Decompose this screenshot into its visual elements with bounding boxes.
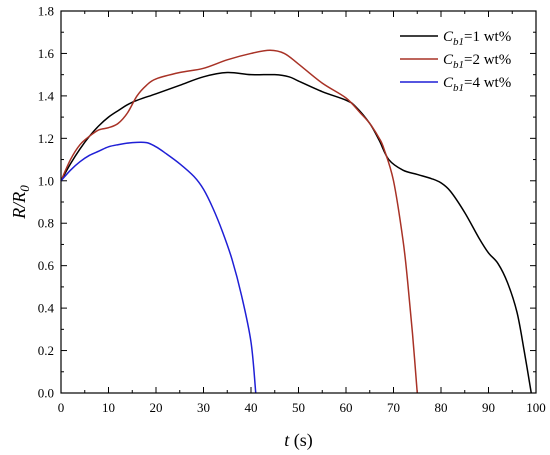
x-axis-variable: t: [284, 430, 290, 450]
x-tick-label: 10: [102, 400, 115, 415]
series-line-1: [60, 71, 532, 394]
plot-series: [60, 49, 532, 394]
x-tick-label: 100: [526, 400, 546, 415]
x-tick-label: 90: [482, 400, 495, 415]
axis-ticks: [60, 10, 537, 394]
y-tick-label: 1.2: [38, 131, 54, 146]
x-tick-label: 20: [150, 400, 163, 415]
y-tick-label: 0.2: [38, 343, 54, 358]
series-line-3: [60, 141, 257, 394]
legend-label-3: Cb1=4 wt%: [443, 75, 511, 94]
y-tick-label: 0.6: [38, 258, 55, 273]
y-tick-label: 1.8: [38, 4, 54, 19]
legend-label-2: Cb1=2 wt%: [443, 52, 511, 71]
y-tick-label: 1.4: [38, 88, 55, 103]
x-axis-title: t (s): [284, 430, 313, 451]
x-tick-label: 70: [387, 400, 400, 415]
x-axis-unit: (s): [289, 430, 313, 451]
legend: Cb1=1 wt% Cb1=2 wt% Cb1=4 wt%: [400, 29, 511, 94]
y-tick-label: 0.4: [38, 301, 55, 316]
x-tick-label: 50: [292, 400, 305, 415]
x-tick-label: 80: [435, 400, 448, 415]
x-tick-label: 40: [245, 400, 258, 415]
legend-label-1: Cb1=1 wt%: [443, 29, 511, 48]
tick-labels: 0 10 20 30 40 50 60 70 80 90 100 0.0 0.2 0.4 0.6 0.8 1.0…: [38, 4, 546, 416]
plot-frame: [60, 10, 537, 394]
y-axis-title: R/R0: [9, 185, 32, 220]
y-axis-base: R/R: [9, 192, 29, 220]
y-tick-label: 1.0: [38, 173, 54, 188]
series-line-2: [60, 49, 418, 394]
y-axis-subscript: 0: [17, 185, 32, 192]
x-tick-label: 60: [340, 400, 353, 415]
x-tick-label: 0: [58, 400, 65, 415]
y-tick-label: 1.6: [38, 46, 55, 61]
y-tick-label: 0.8: [38, 216, 54, 231]
y-tick-label: 0.0: [38, 386, 54, 401]
x-tick-label: 30: [197, 400, 210, 415]
